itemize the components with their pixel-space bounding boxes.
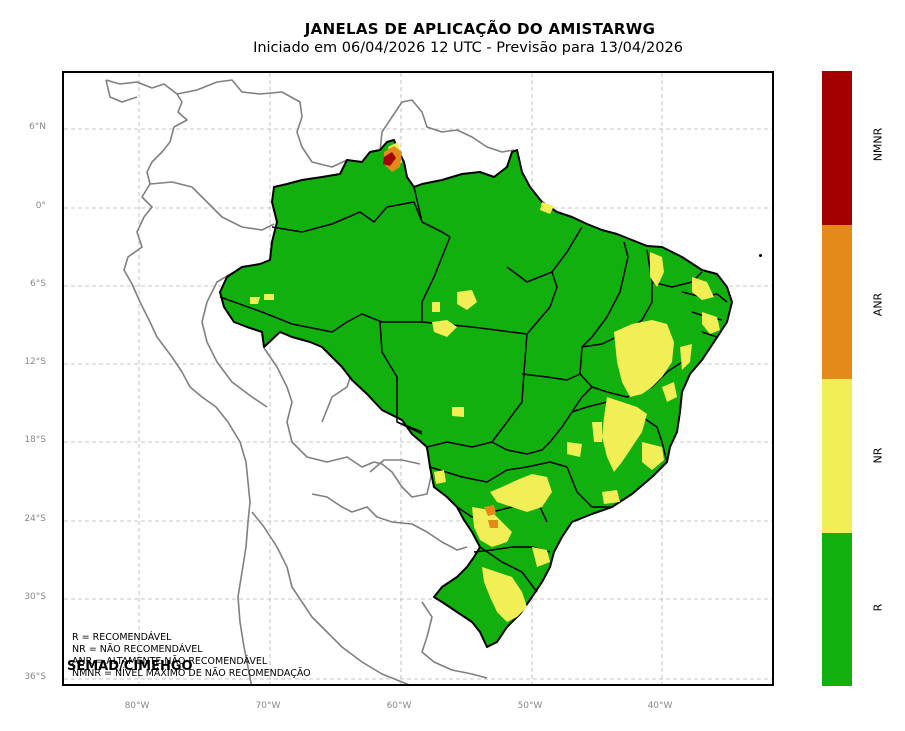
colorbar-nr <box>822 379 852 533</box>
nr-zones <box>250 142 720 622</box>
lon-label-40w: 40°W <box>647 701 673 711</box>
brazil-fill <box>219 139 733 648</box>
colorbar-label-anr: ANR <box>871 292 885 317</box>
lat-label-30s: 30°S <box>24 592 46 602</box>
island-marker <box>759 254 762 257</box>
legend-note-nr: NR = NÃO RECOMENDÁVEL <box>72 644 203 655</box>
map-title: JANELAS DE APLICAÇÃO DO AMISTARWG <box>304 20 656 38</box>
lat-label-0: 0° <box>35 201 46 211</box>
credit-text: SEMAD/CIMEHGO <box>67 659 193 674</box>
lon-label-50w: 50°W <box>517 701 543 711</box>
lon-label-80w: 80°W <box>124 701 150 711</box>
lat-label-24s: 24°S <box>24 514 46 524</box>
colorbar-label-r: R <box>871 603 885 612</box>
lon-label-60w: 60°W <box>386 701 412 711</box>
colorbar-label-nr: NR <box>871 447 885 464</box>
colorbar-label-nmnr: NMNR <box>871 127 885 162</box>
lat-label-6n: 6°N <box>29 122 46 132</box>
map-frame <box>62 71 774 686</box>
lat-label-18s: 18°S <box>24 435 46 445</box>
lat-label-6s: 6°S <box>30 279 46 289</box>
legend-note-nmnr: NMNR = NÍVEL MÁXIMO DE NÃO RECOMENDAÇÃO <box>72 668 311 679</box>
colorbar-r <box>822 533 852 686</box>
lat-label-12s: 12°S <box>24 357 46 367</box>
state-borders <box>219 186 728 593</box>
lat-label-36s: 36°S <box>24 672 46 682</box>
nmnr-zones <box>383 152 396 166</box>
lon-label-70w: 70°W <box>255 701 281 711</box>
map-canvas <box>64 73 772 684</box>
legend-notes: R = RECOMENDÁVEL NR = NÃO RECOMENDÁVEL A… <box>72 632 311 680</box>
colorbar-anr <box>822 225 852 379</box>
map-subtitle: Iniciado em 06/04/2026 12 UTC - Previsão… <box>253 40 683 56</box>
legend-note-anr: ANR = ALTAMENTE NÃO RECOMENDÁVEL <box>72 656 268 667</box>
legend-note-r: R = RECOMENDÁVEL <box>72 632 172 643</box>
colorbar-nmnr <box>822 71 852 225</box>
